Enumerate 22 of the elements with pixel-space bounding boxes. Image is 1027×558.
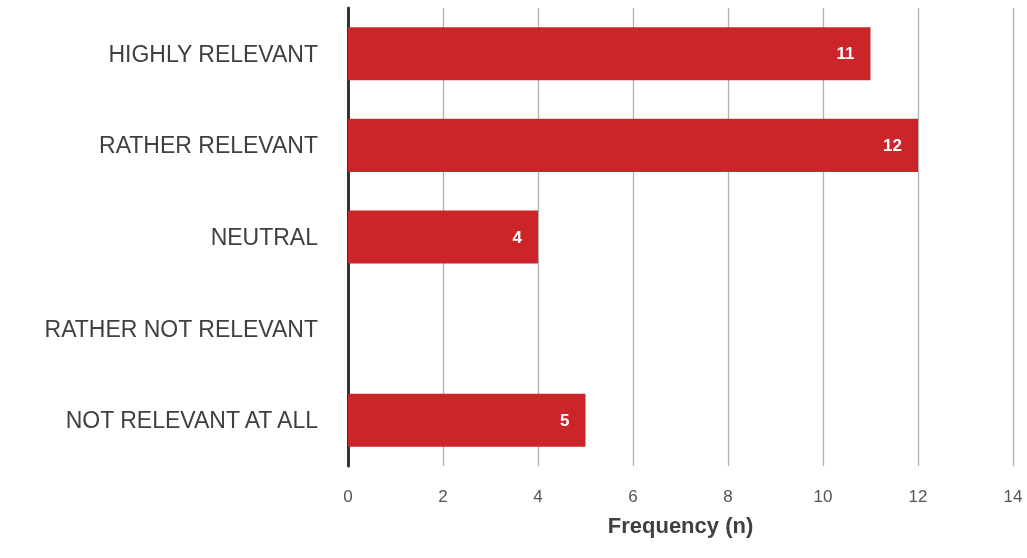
x-tick-label: 10 bbox=[813, 487, 833, 506]
x-tick-label: 6 bbox=[628, 487, 638, 506]
data-label: 4 bbox=[512, 227, 523, 247]
x-tick-label: 2 bbox=[438, 487, 448, 506]
y-tick-label: NEUTRAL bbox=[210, 224, 319, 250]
y-tick-label: RATHER NOT RELEVANT bbox=[44, 315, 318, 342]
data-label: 5 bbox=[560, 410, 570, 430]
x-tick-label: 12 bbox=[908, 487, 928, 506]
data-label: 12 bbox=[883, 135, 902, 155]
y-tick-label: RATHER RELEVANT bbox=[99, 132, 318, 159]
bar bbox=[348, 118, 918, 172]
x-tick-label: 4 bbox=[533, 487, 543, 506]
bar bbox=[348, 210, 538, 264]
y-tick-label: HIGHLY RELEVANT bbox=[108, 40, 318, 67]
x-tick-label: 14 bbox=[1003, 487, 1023, 506]
x-tick-label: 0 bbox=[343, 487, 353, 506]
bar bbox=[348, 27, 871, 81]
x-axis-title: Frequency (n) bbox=[607, 512, 754, 538]
data-label: 11 bbox=[836, 44, 855, 64]
y-tick-label: NOT RELEVANT AT ALL bbox=[65, 407, 319, 434]
bar bbox=[348, 393, 586, 447]
x-tick-label: 8 bbox=[723, 487, 733, 506]
